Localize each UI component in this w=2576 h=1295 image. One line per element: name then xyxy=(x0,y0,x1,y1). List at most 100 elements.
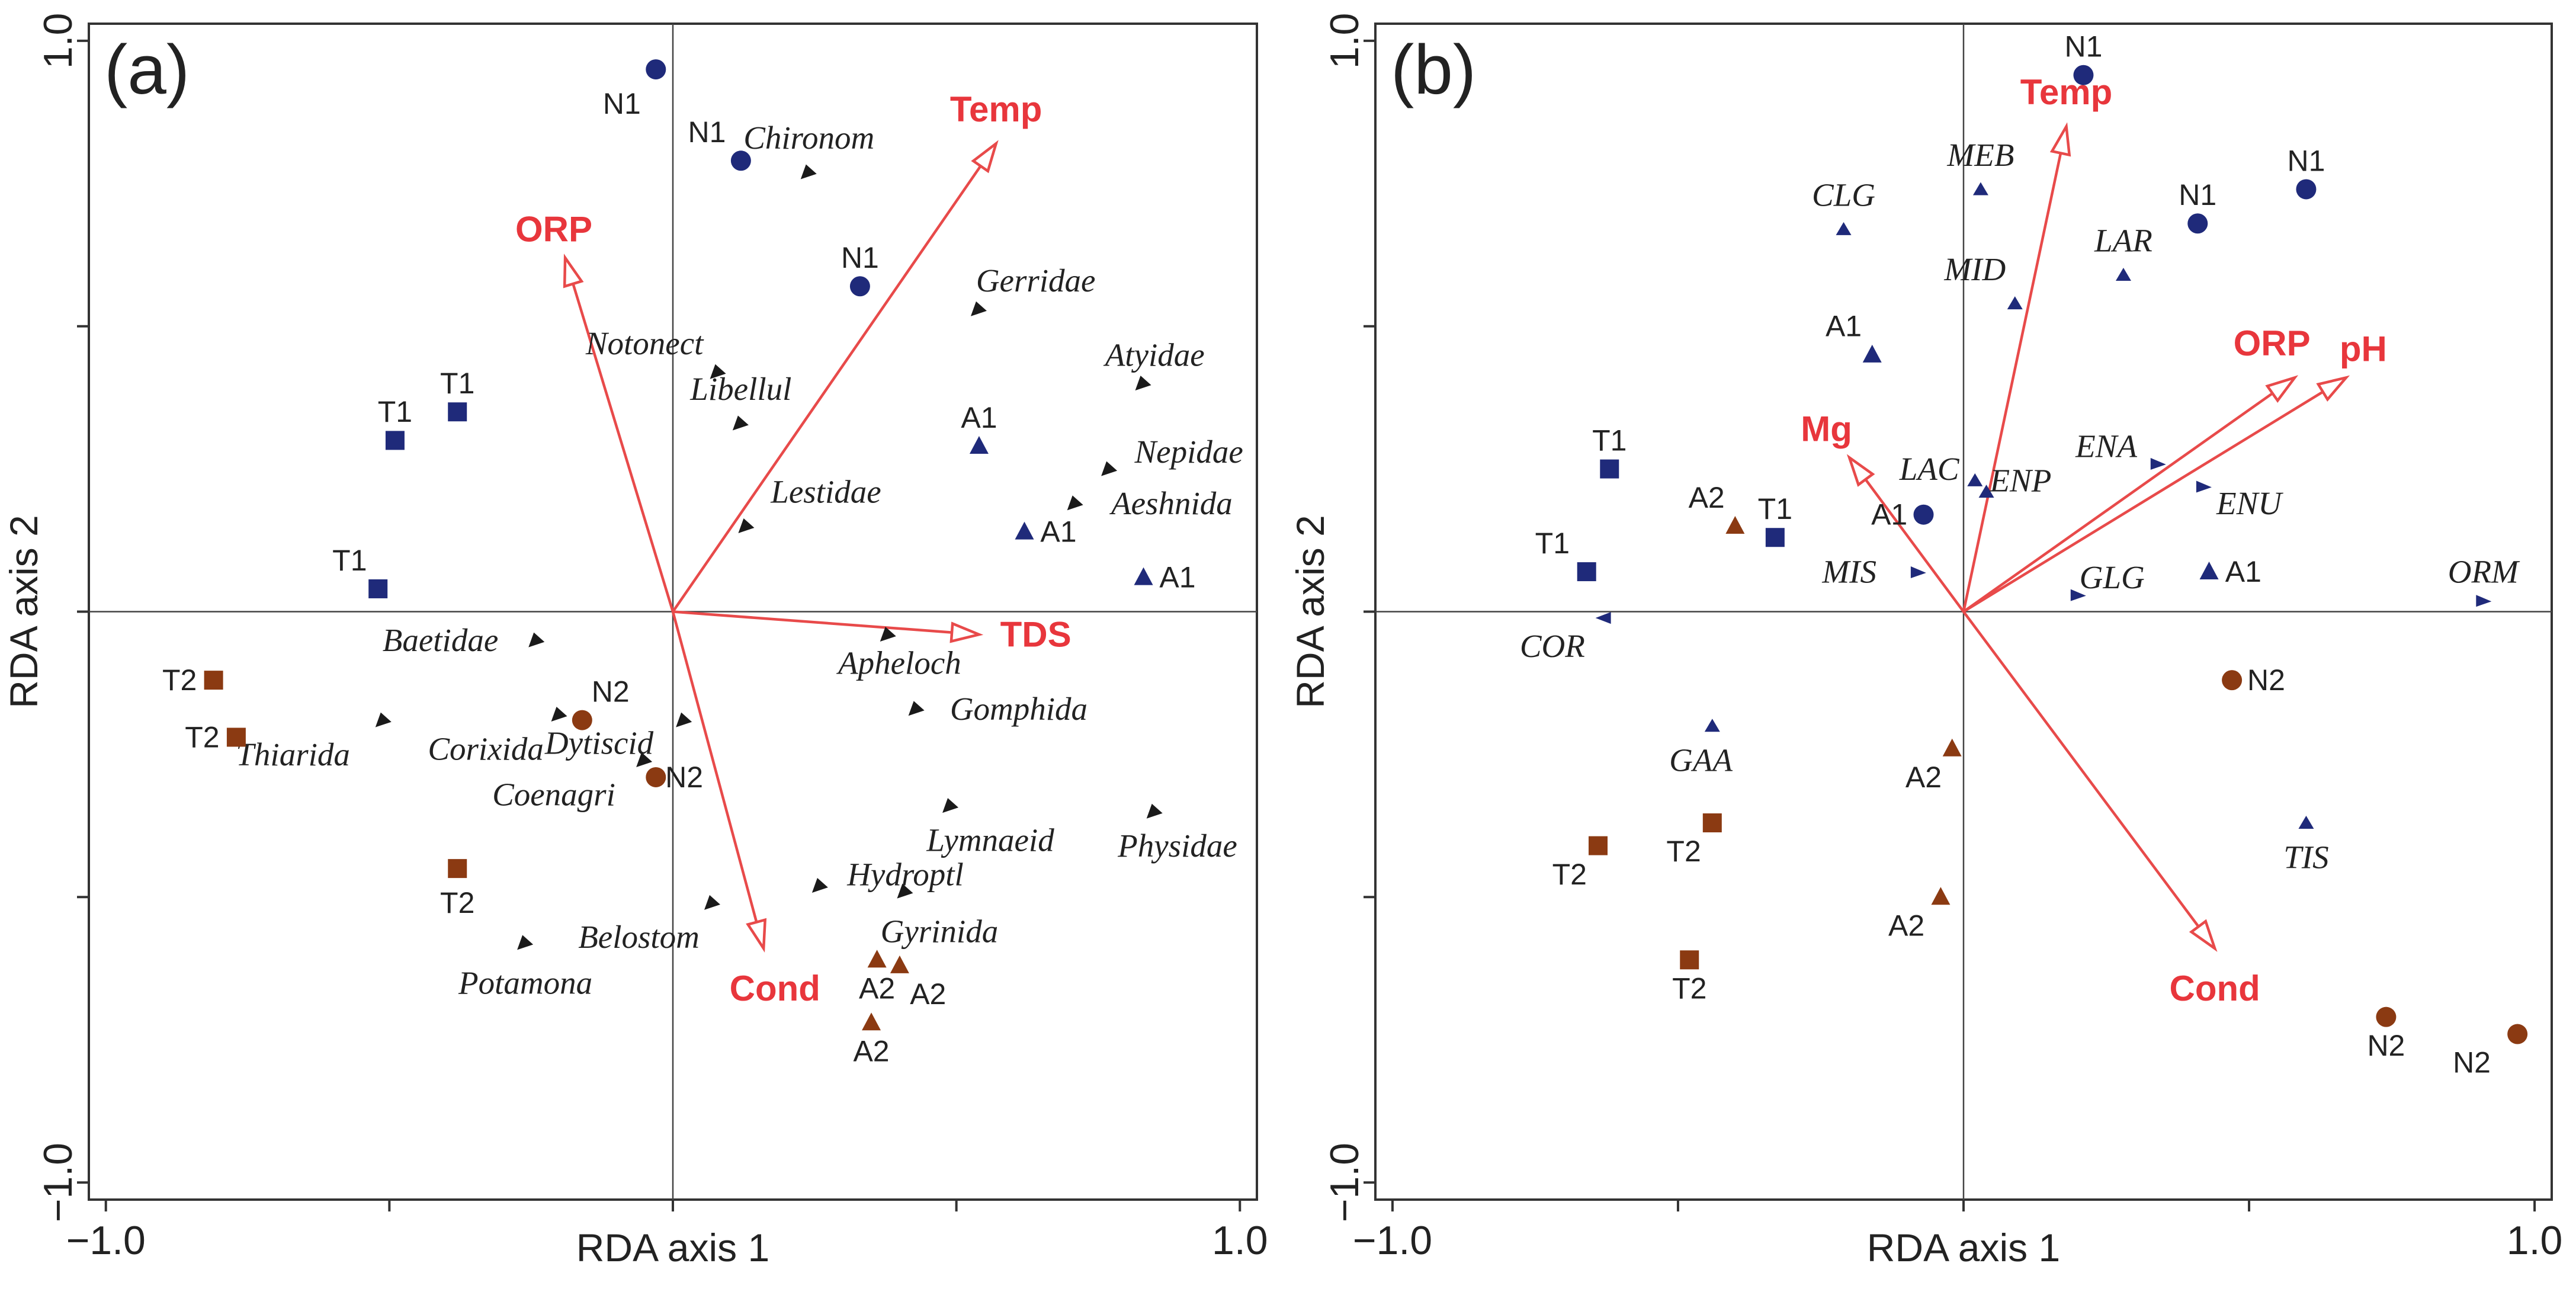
panel-b-species-marker-lac xyxy=(1967,473,1983,486)
panel-b-species-label-cor: COR xyxy=(1520,628,1585,664)
panel-b-label: (b) xyxy=(1391,31,1476,109)
panel-a-species-label-lestidae: Lestidae xyxy=(770,474,881,510)
panel-b-site-n1-circle xyxy=(2073,65,2094,85)
panel-b-species-label-gaa: GAA xyxy=(1669,742,1733,778)
panel-b-site-label: T2 xyxy=(1666,835,1701,868)
panel-a-species-label-thiarida: Thiarida xyxy=(236,736,350,772)
panel-a-site-label: A2 xyxy=(910,977,946,1011)
panel-b-species-label-clg: CLG xyxy=(1812,177,1875,213)
panel-b-species-label-meb: MEB xyxy=(1946,137,2014,173)
panel-b-species-marker-clg xyxy=(1836,222,1852,235)
panel-a-site-a2-triangle xyxy=(867,950,887,968)
panel-a-site-t2-square xyxy=(226,727,246,747)
panel-a-arrow-orp xyxy=(572,283,675,613)
panel-a-species-label-corixida: Corixida xyxy=(428,730,544,767)
panel-b-arrowhead-temp xyxy=(2049,122,2071,157)
panel-a-site-label: N2 xyxy=(592,675,630,708)
panel-a-species-marker-corixida xyxy=(551,706,567,722)
panel-b-species-label-ena: ENA xyxy=(2075,428,2137,464)
panel-b-site-n2-circle xyxy=(2507,1024,2528,1044)
panel-a-site-n2-circle xyxy=(646,767,666,787)
panel-b-site-label: A1 xyxy=(1871,498,1907,531)
panel-a-env-label-temp: Temp xyxy=(950,89,1042,129)
panel-b-site-t1-square xyxy=(1765,528,1785,547)
panel-b-site-n2-circle xyxy=(2376,1006,2397,1027)
panel-b-species-marker-mis xyxy=(1910,566,1926,579)
panel-a-species-marker-physidae xyxy=(1146,803,1163,819)
panel-b-x-tick-label: 1.0 xyxy=(2507,1218,2563,1263)
panel-a-site-a2-triangle xyxy=(890,955,909,973)
panel-b-site-label: N1 xyxy=(2179,178,2216,211)
panel-b-y-tick-label: 1.0 xyxy=(1322,13,1367,69)
panel-a-species-label-gerridae: Gerridae xyxy=(976,262,1096,299)
panel-a-site-t1-square xyxy=(448,402,467,422)
panel-a-x-axis-title: RDA axis 1 xyxy=(576,1226,769,1270)
panel-b-site-label: N1 xyxy=(2064,30,2102,63)
panel-b-y-tick-label: −1.0 xyxy=(1322,1143,1367,1222)
panel-b-species-label-mid: MID xyxy=(1943,251,2006,287)
panel-a-arrowhead-cond xyxy=(746,918,767,953)
panel-a-site-n1-circle xyxy=(849,276,870,297)
panel-a-species-marker-potamona xyxy=(517,935,534,950)
panel-b-site-label: T2 xyxy=(1552,858,1587,891)
panel-b-site-label: T1 xyxy=(1592,424,1627,457)
panel-a-species-marker-aeshnida xyxy=(1067,495,1083,511)
panel-b-env-label-mg: Mg xyxy=(1801,409,1852,449)
panel-a-arrow-cond xyxy=(671,611,758,923)
panel-a-species-label-gomphida: Gomphida xyxy=(950,691,1087,727)
panel-a-site-label: A2 xyxy=(853,1034,889,1068)
panel-b-arrow-orp xyxy=(1962,392,2273,613)
panel-b-arrowhead-mg xyxy=(1846,454,1875,487)
panel-a-species-label-nepidae: Nepidae xyxy=(1134,434,1243,470)
panel-a-site-label: T2 xyxy=(440,886,474,919)
panel-a-site-label: N1 xyxy=(841,241,879,274)
panel-a-site-t1-square xyxy=(385,431,405,450)
panel-b-env-label-orp: ORP xyxy=(2234,323,2311,363)
panel-b-site-a2-triangle xyxy=(1931,887,1951,905)
panel-a-site-label: T1 xyxy=(332,544,367,577)
panel-b-site-t2-square xyxy=(1588,836,1608,855)
panel-b-site-label: N2 xyxy=(2367,1029,2405,1062)
panel-a-arrowhead-orp xyxy=(563,254,584,289)
panel-b-site-a1-circle xyxy=(1913,504,1934,525)
panel-b-site-label: A2 xyxy=(1888,909,1924,942)
panel-a-species-label-potamona: Potamona xyxy=(458,964,592,1001)
panel-a-species-label-gyrinida: Gyrinida xyxy=(881,913,999,950)
panel-a-site-label: A1 xyxy=(1159,561,1195,594)
panel-b-species-marker-meb xyxy=(1972,182,1988,195)
panel-a-species-marker-nepidae xyxy=(1101,461,1118,476)
panel-b-site-label: A2 xyxy=(1905,761,1942,794)
panel-b-arrowhead-orp xyxy=(2265,375,2299,403)
panel-b-site-a1-triangle xyxy=(2199,562,2219,580)
panel-b-arrowhead-cond xyxy=(2189,919,2218,952)
panel-b-arrow-mg xyxy=(1864,478,1965,613)
panel-a-species-marker-dytiscid xyxy=(676,712,692,727)
panel-a-site-label: N1 xyxy=(603,87,641,120)
panel-a-species-marker-notonect xyxy=(710,364,726,379)
panel-a-site-a1-triangle xyxy=(969,436,989,454)
panel-b-arrow-temp xyxy=(1962,152,2062,612)
panel-b-site-label: N2 xyxy=(2247,663,2285,697)
panel-b: −1.0 1.0 1.0 −1.0 RDA axis 1 RDA axis 2 (b) Tem… xyxy=(1288,13,2562,1270)
panel-a-species-marker-hydroptl xyxy=(811,878,828,893)
panel-b-site-a2-triangle xyxy=(1942,738,1962,757)
panel-b-species-marker-tis xyxy=(2298,816,2314,829)
panel-a-species-label-belostom: Belostom xyxy=(578,919,700,955)
panel-a-species-label-lymnaeid: Lymnaeid xyxy=(926,822,1054,858)
panel-a-y-axis-title: RDA axis 2 xyxy=(2,515,46,708)
panel-a-env-label-cond: Cond xyxy=(730,969,820,1008)
panel-b-species-label-orm: ORM xyxy=(2448,554,2520,590)
panel-a-species-marker-chironom xyxy=(800,164,817,179)
panel-b-species-marker-gaa xyxy=(1704,719,1720,732)
panel-b-species-marker-glg xyxy=(2070,589,2086,601)
panel-a-y-tick-label: −1.0 xyxy=(36,1143,81,1222)
panel-b-species-marker-lar xyxy=(2115,267,2131,281)
panel-b-site-n1-circle xyxy=(2187,213,2208,234)
panel-a-site-n2-circle xyxy=(572,710,592,730)
panel-a-species-marker-coenagri xyxy=(636,752,653,768)
panel-b-species-label-glg: GLG xyxy=(2080,559,2145,595)
panel-a-site-label: N1 xyxy=(688,116,726,149)
panel-b-species-marker-mid xyxy=(2007,296,2023,310)
panel-b-site-a1-triangle xyxy=(1862,344,1882,363)
